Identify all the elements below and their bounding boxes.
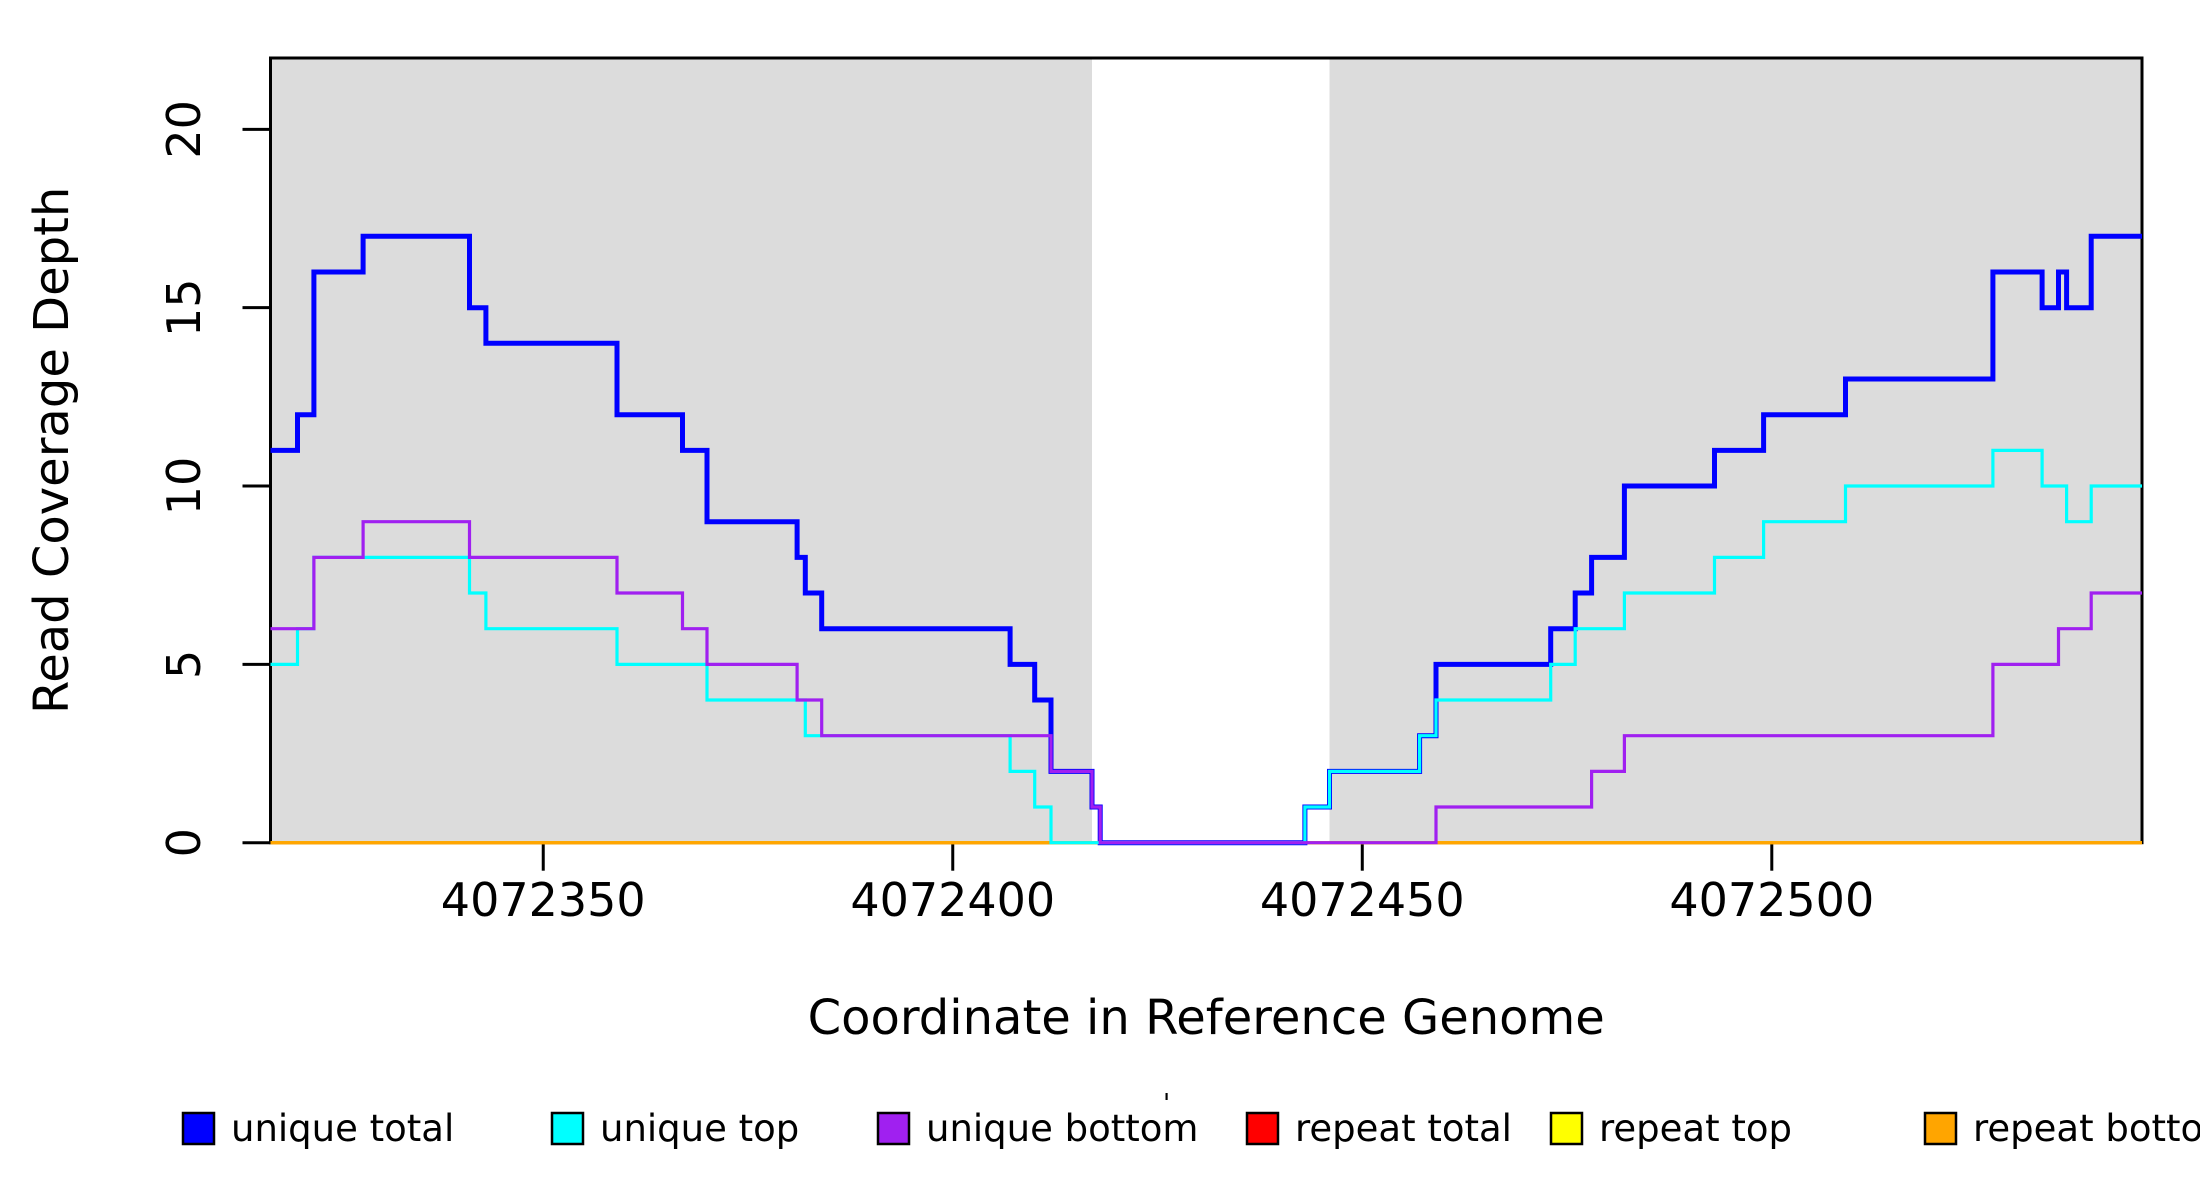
legend-swatch-repeat-bottom: [1923, 1111, 1958, 1146]
x-tick-label: 4072450: [1260, 873, 1465, 927]
legend-label: repeat total: [1295, 1107, 1512, 1150]
y-tick-label: 10: [157, 457, 211, 516]
y-axis-title: Read Coverage Depth: [24, 187, 80, 714]
x-tick-label: 4072500: [1669, 873, 1874, 927]
legend-swatch-unique-top: [550, 1111, 585, 1146]
legend-item-repeat-bottom: repeat bottom: [1923, 1107, 2200, 1150]
y-tick-label: 20: [157, 100, 211, 159]
series-unique-bottom: [270, 520, 2142, 845]
y-tick-label: 15: [157, 278, 211, 337]
series-unique-top: [270, 448, 2142, 845]
legend-swatch-unique-total: [181, 1111, 216, 1146]
legend-item-unique-bottom: unique bottom: [876, 1107, 1198, 1150]
legend-label: unique total: [231, 1107, 454, 1150]
stray-mark: ': [1163, 1089, 1170, 1119]
legend-swatch-unique-bottom: [876, 1111, 911, 1146]
legend-label: unique bottom: [926, 1107, 1198, 1150]
y-tick-label: 0: [157, 828, 211, 857]
legend-item-repeat-top: repeat top: [1549, 1107, 1792, 1150]
legend-label: unique top: [600, 1107, 799, 1150]
legend-swatch-repeat-total: [1245, 1111, 1280, 1146]
legend-item-unique-total: unique total: [181, 1107, 454, 1150]
y-tick-label: 5: [157, 650, 211, 679]
legend-swatch-repeat-top: [1549, 1111, 1584, 1146]
legend-item-unique-top: unique top: [550, 1107, 799, 1150]
x-tick-label: 4072350: [441, 873, 646, 927]
x-tick-label: 4072400: [850, 873, 1055, 927]
legend-label: repeat bottom: [1973, 1107, 2200, 1150]
legend-label: repeat top: [1599, 1107, 1792, 1150]
x-axis-title: Coordinate in Reference Genome: [808, 990, 1605, 1046]
legend-item-repeat-total: repeat total: [1245, 1107, 1512, 1150]
